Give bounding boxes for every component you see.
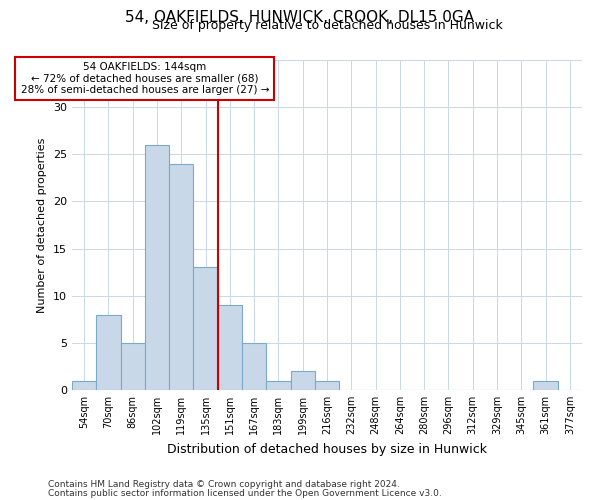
- Text: 54 OAKFIELDS: 144sqm
← 72% of detached houses are smaller (68)
28% of semi-detac: 54 OAKFIELDS: 144sqm ← 72% of detached h…: [20, 62, 269, 95]
- Bar: [121, 343, 145, 390]
- Bar: [533, 380, 558, 390]
- Text: Contains HM Land Registry data © Crown copyright and database right 2024.: Contains HM Land Registry data © Crown c…: [48, 480, 400, 489]
- Y-axis label: Number of detached properties: Number of detached properties: [37, 138, 47, 312]
- Bar: [96, 314, 121, 390]
- Bar: [72, 380, 96, 390]
- Bar: [145, 145, 169, 390]
- Text: 54, OAKFIELDS, HUNWICK, CROOK, DL15 0GA: 54, OAKFIELDS, HUNWICK, CROOK, DL15 0GA: [125, 10, 475, 25]
- Bar: [218, 305, 242, 390]
- Title: Size of property relative to detached houses in Hunwick: Size of property relative to detached ho…: [152, 20, 502, 32]
- Bar: [266, 380, 290, 390]
- Bar: [242, 343, 266, 390]
- Bar: [315, 380, 339, 390]
- Bar: [290, 371, 315, 390]
- X-axis label: Distribution of detached houses by size in Hunwick: Distribution of detached houses by size …: [167, 442, 487, 456]
- Bar: [193, 268, 218, 390]
- Text: Contains public sector information licensed under the Open Government Licence v3: Contains public sector information licen…: [48, 488, 442, 498]
- Bar: [169, 164, 193, 390]
